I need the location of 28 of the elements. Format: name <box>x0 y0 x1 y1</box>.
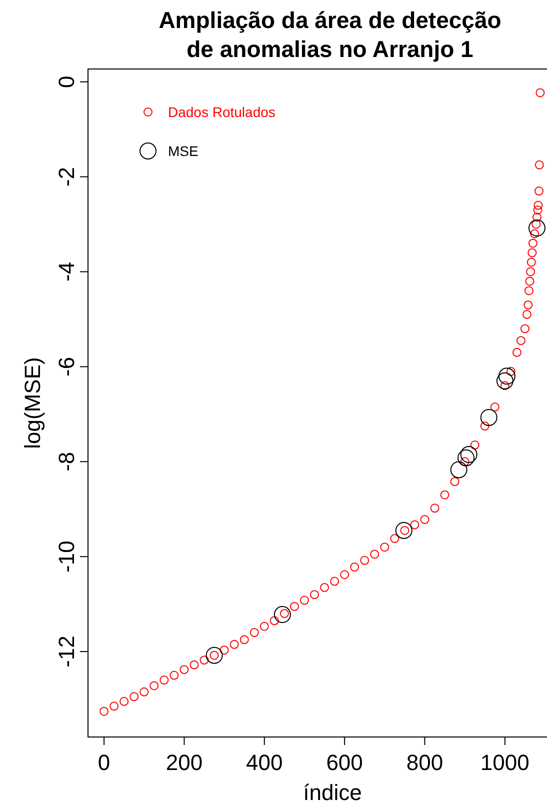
y-tick-label: -8 <box>54 452 79 472</box>
legend-label: Dados Rotulados <box>168 104 276 120</box>
point <box>458 449 475 466</box>
x-tick-label: 800 <box>406 750 444 775</box>
point <box>206 646 223 664</box>
y-tick-label: -4 <box>54 262 79 282</box>
x-tick-label: 1000 <box>480 750 530 775</box>
y-tick-label: 0 <box>54 76 79 88</box>
point <box>480 408 498 426</box>
y-axis-title: log(MSE) <box>20 357 45 449</box>
y-tick-label: -10 <box>54 540 79 572</box>
x-tick-label: 600 <box>326 750 363 775</box>
point <box>498 368 516 385</box>
x-tick-label: 200 <box>166 750 203 775</box>
x-tick-label: 0 <box>98 750 110 775</box>
y-tick-label: -12 <box>54 636 79 668</box>
point <box>528 220 546 237</box>
point <box>395 522 412 539</box>
chart-title: Ampliação da área de detecção de anomalias no Arranjo 1 <box>158 7 502 62</box>
y-tick-label: -2 <box>54 166 79 187</box>
point <box>274 606 291 623</box>
point <box>460 446 478 463</box>
y-tick-label: -6 <box>54 356 79 376</box>
point <box>450 461 468 478</box>
x-tick-label: 400 <box>246 750 283 775</box>
legend-label: MSE <box>168 143 198 159</box>
x-axis-title: índice <box>303 780 362 805</box>
point <box>496 372 514 390</box>
